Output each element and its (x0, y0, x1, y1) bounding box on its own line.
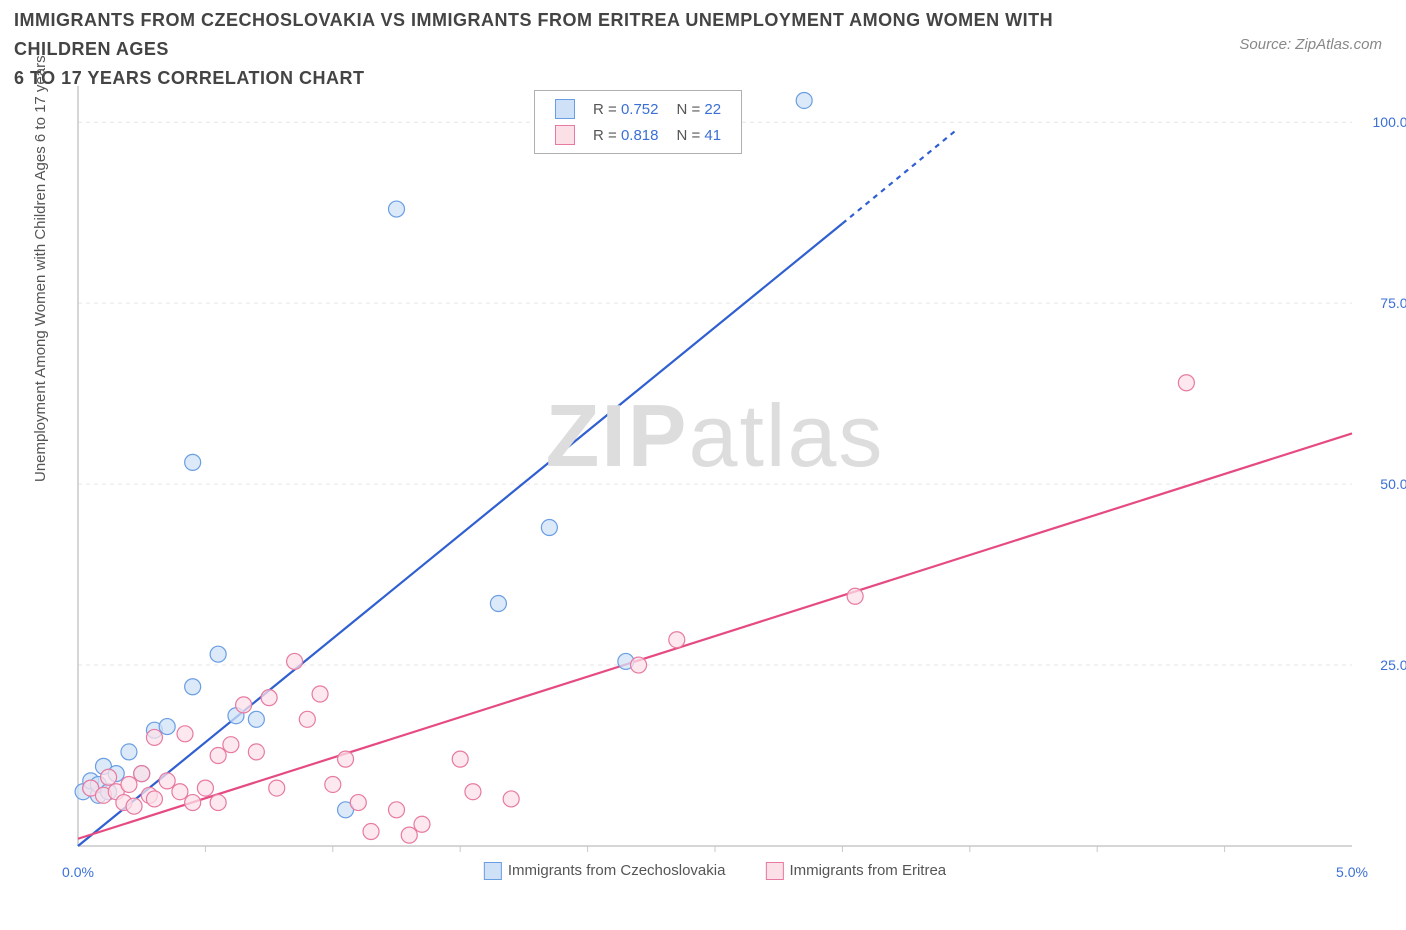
chart-title: IMMIGRANTS FROM CZECHOSLOVAKIA VS IMMIGR… (14, 6, 1114, 92)
y-tick-label: 25.0% (1380, 657, 1406, 673)
series-legend: Immigrants from Czechoslovakia Immigrants… (484, 862, 946, 880)
y-tick-label: 50.0% (1380, 476, 1406, 492)
title-line-1: IMMIGRANTS FROM CZECHOSLOVAKIA VS IMMIGR… (14, 10, 1053, 59)
y-axis-label: Unemployment Among Women with Children A… (32, 55, 49, 482)
source-name: ZipAtlas.com (1295, 36, 1382, 53)
plot-svg (70, 82, 1360, 852)
legend-row-eritrea: R = 0.818N = 41 (547, 123, 729, 147)
source-prefix: Source: (1239, 36, 1295, 53)
legend-item-eritrea: Immigrants from Eritrea (765, 862, 946, 880)
legend-item-czech: Immigrants from Czechoslovakia (484, 862, 726, 880)
scatter-plot: ZIPatlas R = 0.752N = 22R = 0.818N = 41 … (70, 82, 1360, 852)
y-tick-label: 75.0% (1380, 295, 1406, 311)
chart-area: Unemployment Among Women with Children A… (40, 82, 1386, 880)
y-tick-label: 100.0% (1373, 114, 1406, 130)
legend-row-czech: R = 0.752N = 22 (547, 97, 729, 121)
x-tick-label: 0.0% (62, 864, 94, 880)
source-attribution: Source: ZipAtlas.com (1239, 36, 1382, 53)
x-tick-label: 5.0% (1336, 864, 1368, 880)
correlation-legend: R = 0.752N = 22R = 0.818N = 41 (534, 90, 742, 154)
